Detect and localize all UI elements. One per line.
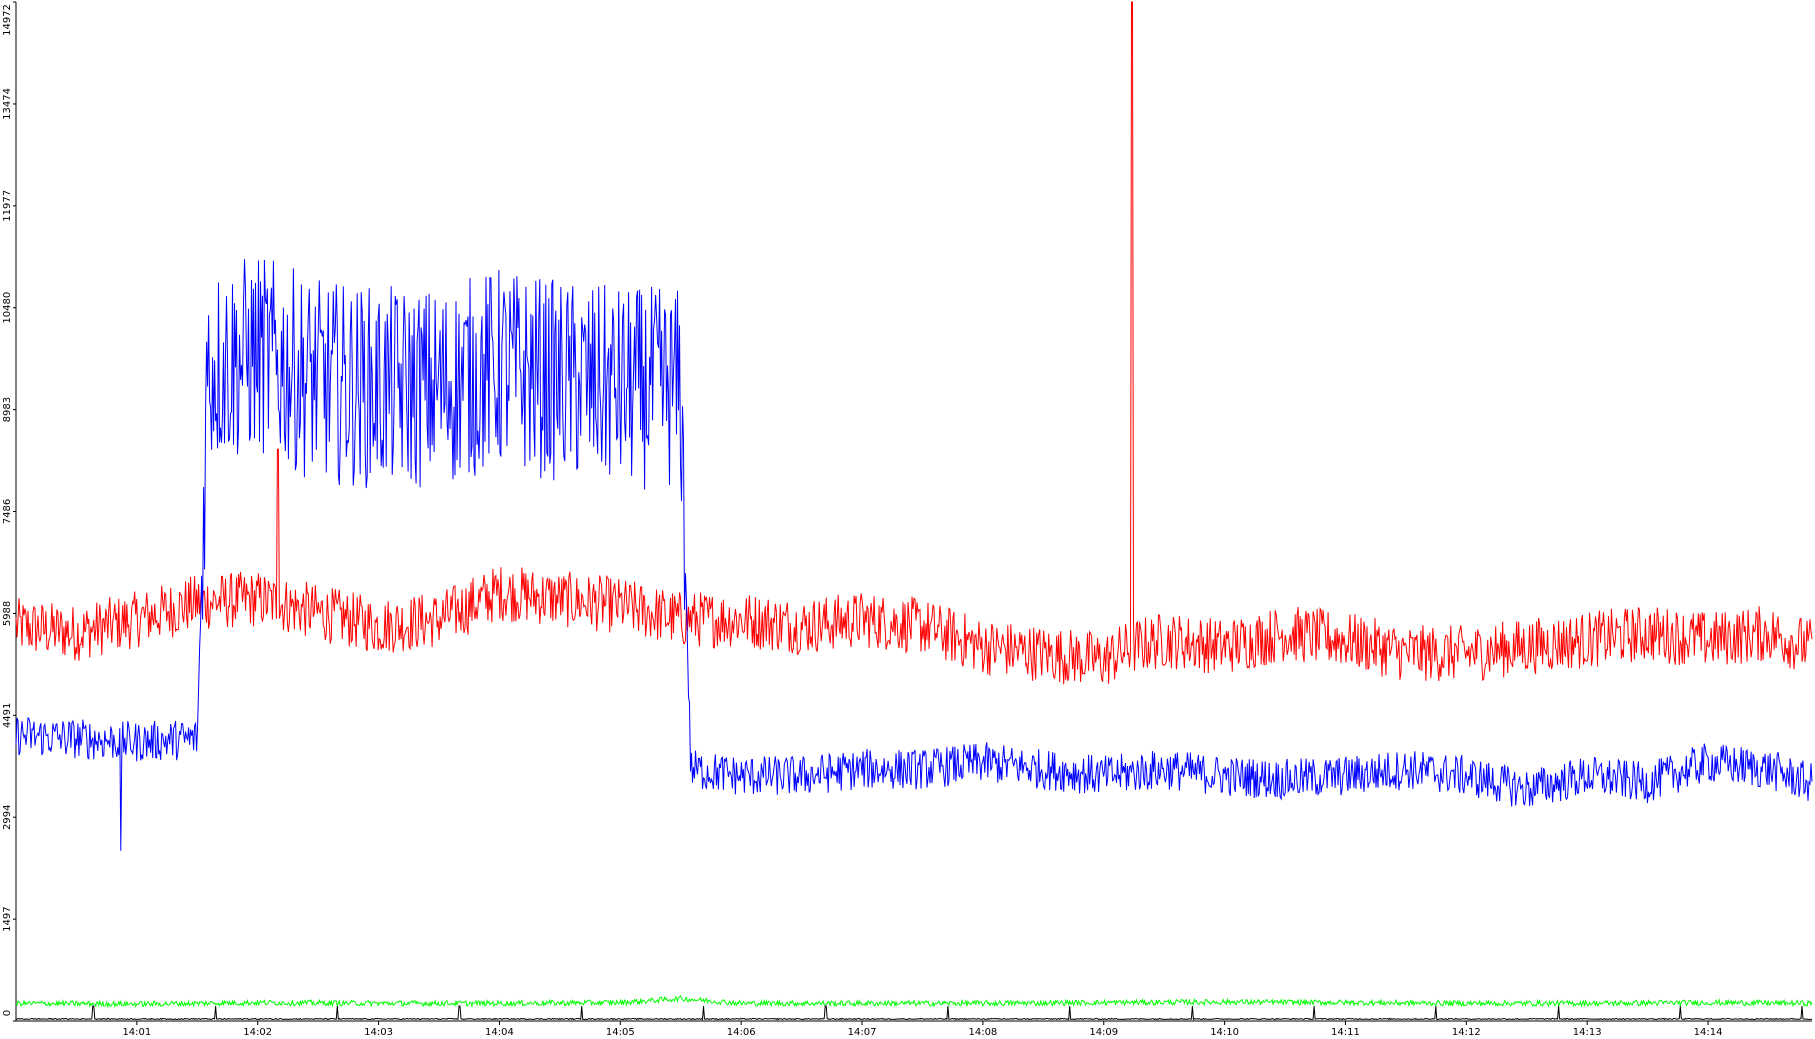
x-tick-label: 14:06 xyxy=(727,1027,756,1038)
series-line-3 xyxy=(15,994,1813,1009)
y-tick-label: 2994 xyxy=(2,805,13,830)
x-tick-label: 14:02 xyxy=(243,1027,272,1038)
x-tick-label: 14:10 xyxy=(1210,1027,1239,1038)
x-tick-label: 14:13 xyxy=(1573,1027,1602,1038)
series-line-4 xyxy=(15,1005,1813,1021)
y-tick-label: 14972 xyxy=(2,4,13,36)
axes xyxy=(15,2,1812,1022)
y-tick-label: 13474 xyxy=(2,88,13,120)
y-tick-label: 1497 xyxy=(2,906,13,931)
x-tick-label: 14:11 xyxy=(1331,1027,1360,1038)
ticks-layer: 0 1497 2994 4491 5988 7486 8983 10480 11977 13474… xyxy=(2,1,1723,1038)
y-tick-label: 11977 xyxy=(2,190,13,222)
x-tick-label: 14:07 xyxy=(848,1027,877,1038)
x-tick-label: 14:12 xyxy=(1452,1027,1481,1038)
x-tick-label: 14:08 xyxy=(968,1027,997,1038)
y-tick-label: 8983 xyxy=(2,397,13,422)
series-line-1 xyxy=(15,1,1813,685)
x-tick-label: 14:01 xyxy=(122,1027,151,1038)
x-tick-label: 14:09 xyxy=(1089,1027,1118,1038)
x-tick-label: 14:03 xyxy=(364,1027,393,1038)
y-tick-label: 10480 xyxy=(2,292,13,324)
series-layer xyxy=(15,1,1813,1021)
y-tick-label: 5988 xyxy=(2,601,13,626)
y-tick-label: 0 xyxy=(2,1010,13,1016)
x-tick-label: 14:04 xyxy=(485,1027,514,1038)
y-tick-label: 7486 xyxy=(2,499,13,524)
x-tick-label: 14:14 xyxy=(1694,1027,1723,1038)
series-line-2 xyxy=(15,259,1813,851)
x-tick-label: 14:05 xyxy=(606,1027,635,1038)
y-tick-label: 4491 xyxy=(2,703,13,728)
